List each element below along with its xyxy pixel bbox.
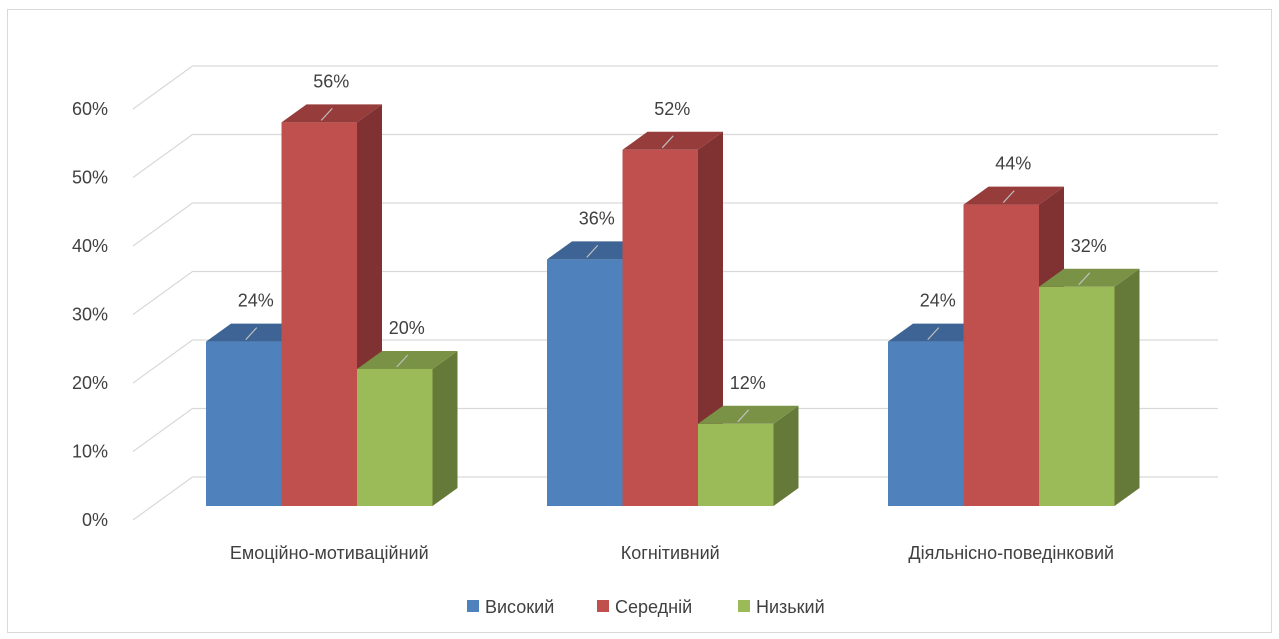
gridline-diagonal: [132, 65, 194, 110]
gridline-diagonal: [132, 270, 194, 315]
legend-label: Низький: [756, 597, 825, 617]
data-label-leader: [661, 135, 674, 149]
y-tick-label: 60%: [72, 99, 108, 119]
data-label-leader: [927, 327, 940, 341]
bar-top: [1039, 268, 1140, 287]
data-label-leader: [586, 244, 599, 258]
y-tick-label: 40%: [72, 236, 108, 256]
legend-item: Середній: [597, 597, 692, 617]
bar-top: [963, 186, 1064, 205]
data-label-leader: [320, 107, 333, 121]
bars: [206, 104, 1140, 507]
gridline-diagonal: [132, 202, 194, 247]
y-tick-label: 30%: [72, 305, 108, 325]
bar: [963, 186, 1064, 506]
legend: Високий Середній Низький: [467, 597, 825, 617]
data-label: 52%: [654, 99, 690, 119]
x-category-label: Емоційно-мотиваційний: [230, 543, 429, 563]
bar: [357, 351, 458, 506]
bar-side: [432, 351, 458, 506]
bar-top: [547, 241, 648, 260]
bar-front: [963, 204, 1039, 506]
data-label-leader: [245, 327, 258, 341]
data-label-leader: [396, 354, 409, 368]
data-label-leader: [1078, 272, 1091, 286]
bar-top: [281, 104, 382, 123]
bar-front: [888, 341, 964, 506]
data-label: 24%: [238, 291, 274, 311]
bar-top: [206, 323, 307, 342]
y-axis-ticks: 0% 10% 20% 30% 40% 50% 60%: [72, 99, 108, 530]
bar: [1039, 268, 1140, 506]
y-tick-label: 50%: [72, 168, 108, 188]
data-label: 36%: [579, 208, 615, 228]
bar-front: [1039, 286, 1115, 506]
legend-label: Середній: [615, 597, 692, 617]
bar-top: [357, 351, 458, 369]
gridline-diagonal: [132, 407, 194, 452]
bar-side: [1114, 268, 1140, 506]
gridline-diagonal: [132, 133, 194, 178]
data-label-leader: [1002, 190, 1015, 204]
bar-top: [622, 131, 723, 150]
bar-front: [206, 341, 282, 506]
x-category-label: Когнітивний: [621, 543, 720, 563]
data-label: 12%: [730, 373, 766, 393]
bar-top: [698, 405, 799, 424]
legend-swatch: [738, 600, 750, 612]
bar-side: [773, 405, 799, 506]
legend-item: Низький: [738, 597, 825, 617]
bar-front: [698, 423, 774, 506]
x-category-label: Діяльнісно-поведінковий: [908, 543, 1114, 563]
bar-front: [547, 259, 623, 506]
data-label: 56%: [313, 71, 349, 91]
data-label: 44%: [995, 154, 1031, 174]
y-tick-label: 20%: [72, 373, 108, 393]
data-label: 20%: [389, 318, 425, 338]
y-tick-label: 10%: [72, 442, 108, 462]
data-label: 24%: [920, 291, 956, 311]
y-tick-label: 0%: [82, 510, 108, 530]
bar: [698, 405, 799, 506]
bar-front: [622, 149, 698, 507]
bar: [622, 131, 723, 507]
legend-label: Високий: [485, 597, 554, 617]
data-labels: 24% 56% 20% 36% 52% 12% 24% 44% 32%: [238, 71, 1107, 423]
gridline-diagonal: [132, 339, 194, 384]
gridline-diagonal: [132, 476, 194, 521]
bar-top: [888, 323, 989, 342]
x-axis-categories: Емоційно-мотиваційний Когнітивний Діяльніс…: [230, 543, 1114, 563]
bar-front: [357, 369, 433, 506]
bar-front: [281, 122, 357, 507]
legend-item: Високий: [467, 597, 554, 617]
data-label: 32%: [1071, 236, 1107, 256]
legend-swatch: [467, 600, 479, 612]
data-label-leader: [737, 409, 750, 423]
legend-swatch: [597, 600, 609, 612]
